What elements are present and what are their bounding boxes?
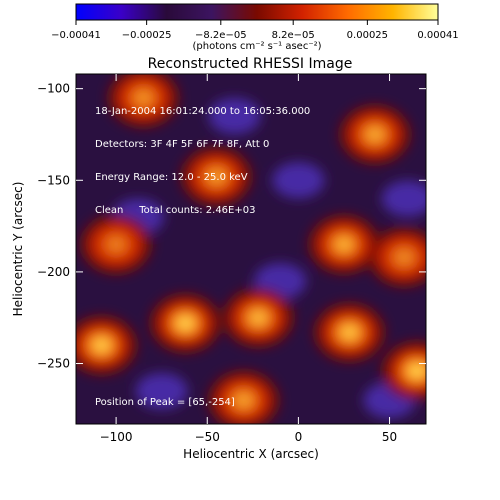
heatmap-dim-region xyxy=(135,373,188,410)
peak-position-label: Position of Peak = [65,-254] xyxy=(95,397,235,408)
timestamp: 28-Apr-2022 07:17 xyxy=(381,484,494,498)
chart-title: Reconstructed RHESSI Image xyxy=(148,56,353,72)
y-tick-label: −100 xyxy=(37,82,70,96)
x-tick-label: 50 xyxy=(382,430,397,444)
heatmap-source xyxy=(180,146,253,207)
y-axis-label: Heliocentric Y (arcsec) xyxy=(11,182,25,317)
colorbar-tick-label: 8.2e−05 xyxy=(272,30,315,41)
colorbar-tick-label: −0.00041 xyxy=(51,30,101,41)
x-tick-label: 0 xyxy=(295,430,303,444)
annotation-time-range: 18-Jan-2004 16:01:24.000 to 16:05:36.000 xyxy=(95,106,311,117)
heatmap-source xyxy=(76,315,138,376)
heatmap-source xyxy=(107,74,180,128)
annotation-detectors: Detectors: 3F 4F 5F 6F 7F 8F, Att 0 xyxy=(95,139,270,150)
colorbar-tick-label: −8.2e−05 xyxy=(195,30,247,41)
y-tick-label: −200 xyxy=(37,265,70,279)
x-tick-label: −100 xyxy=(100,430,133,444)
colorbar xyxy=(75,3,439,21)
plot-frame xyxy=(75,73,427,425)
heatmap-dim-region xyxy=(208,98,261,135)
annotation-block: 18-Jan-2004 16:01:24.000 to 16:05:36.000… xyxy=(95,84,310,238)
x-tick-label: −50 xyxy=(195,430,220,444)
heatmap-dim-region xyxy=(272,162,325,199)
annotation-total-counts: Clean Total counts: 2.46E+03 xyxy=(95,205,256,216)
heatmap-source xyxy=(222,287,295,348)
heatmap-source xyxy=(338,104,411,165)
colorbar-units: (photons cm⁻² s⁻¹ asec⁻²) xyxy=(192,41,321,52)
colorbar-tick-label: 0.00041 xyxy=(417,30,458,41)
heatmap-source xyxy=(149,293,222,354)
axis-ticks: −100 −50 0 50 −100 −150 −200 −250 xyxy=(37,74,426,444)
colorbar-ticks: −0.00041 −0.00025 −8.2e−05 8.2e−05 0.00025 0.… xyxy=(51,20,459,41)
heatmap-source xyxy=(368,227,426,288)
heatmap-source xyxy=(80,214,153,275)
x-axis-label: Heliocentric X (arcsec) xyxy=(183,447,319,461)
heatmap-source xyxy=(307,214,380,275)
heatmap-dim-region xyxy=(381,180,426,217)
colorbar-tick-label: −0.00025 xyxy=(122,30,172,41)
colorbar-tick-label: 0.00025 xyxy=(347,30,388,41)
heatmap-source xyxy=(313,302,386,363)
y-tick-label: −250 xyxy=(37,357,70,371)
heatmap-source xyxy=(207,370,280,424)
y-tick-label: −150 xyxy=(37,173,70,187)
annotation-energy-range: Energy Range: 12.0 - 25.0 keV xyxy=(95,172,248,183)
heatmap xyxy=(76,74,426,424)
